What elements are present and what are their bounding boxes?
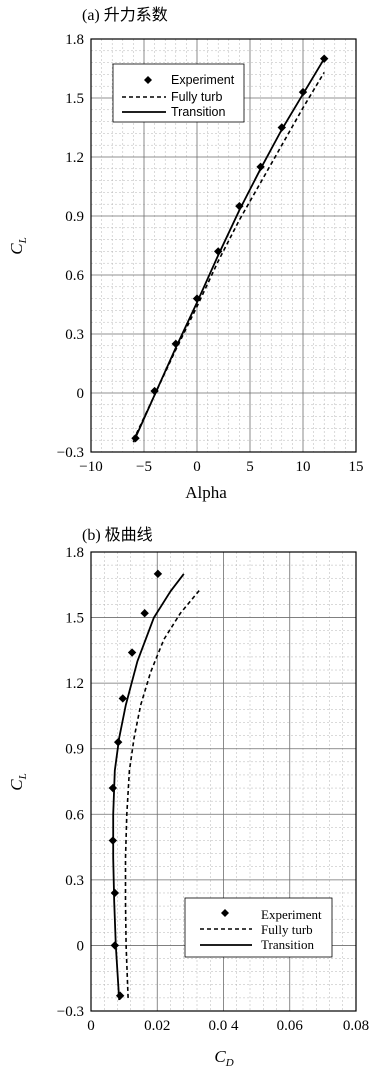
lift-coefficient-chart: (a) 升力系数 −10 −5 0 5 10 15 −0.3 0 0.3 0.6 0.9 1.2 1.5… [7, 6, 364, 502]
chart-a-ylabel: CL [7, 237, 29, 254]
x-tick-label: 15 [349, 459, 364, 475]
y-tick-label: 0.6 [65, 807, 84, 823]
chart-a-legend-transition: Transition [171, 105, 225, 119]
experiment-point [118, 694, 127, 703]
y-tick-label: 0.3 [65, 873, 84, 889]
y-tick-label: 0.9 [65, 742, 84, 758]
svg-text:CL: CL [7, 237, 29, 254]
experiment-point [127, 648, 137, 657]
x-tick-label: 0.0 4 [209, 1018, 240, 1034]
experiment-point [140, 609, 149, 618]
chart-b-title: (b) 极曲线 [82, 526, 153, 544]
transition-line [112, 573, 185, 1001]
x-tick-label: 10 [296, 459, 311, 475]
chart-a-legend: Experiment Fully turb Transition [112, 63, 245, 123]
y-tick-label: 0.6 [65, 268, 84, 284]
x-tick-label: 0.02 [144, 1018, 170, 1034]
chart-b-ylabel-sub: L [17, 773, 29, 780]
chart-a-ylabel-main: C [7, 243, 26, 255]
y-tick-label: 0.9 [65, 209, 84, 225]
y-tick-label: −0.3 [57, 445, 84, 461]
chart-b-xlabel-main: C [214, 1047, 226, 1066]
y-tick-label: 1.2 [65, 676, 84, 692]
x-tick-label: 0.08 [343, 1018, 369, 1034]
chart-a-xlabel: Alpha [185, 483, 227, 502]
chart-b-legend: Experiment Fully turb Transition [184, 897, 333, 958]
chart-b-series [108, 569, 201, 1001]
y-tick-label: 0 [77, 386, 85, 402]
chart-b-ylabel: CL [7, 773, 29, 790]
transition-line [132, 58, 325, 443]
chart-a-frame [90, 38, 357, 453]
x-tick-label: −10 [79, 459, 102, 475]
chart-a-series [131, 54, 329, 443]
chart-b-frame [90, 551, 357, 1012]
x-tick-label: −5 [136, 459, 152, 475]
experiment-point [153, 569, 163, 579]
experiment-point [108, 783, 118, 793]
y-tick-label: −0.3 [57, 1004, 84, 1020]
chart-b-xlabel-sub: D [225, 1057, 234, 1069]
svg-text:CL: CL [7, 773, 29, 790]
experiment-point [110, 941, 120, 950]
chart-b-legend-transition: Transition [261, 937, 314, 952]
y-tick-label: 1.5 [65, 91, 84, 107]
chart-b-xlabel: CD [214, 1047, 233, 1069]
chart-b-legend-diamond-icon [221, 909, 229, 917]
chart-b-legend-box [184, 897, 333, 958]
chart-b-legend-fully-turb: Fully turb [261, 922, 313, 937]
y-tick-label: 0 [77, 938, 85, 954]
chart-a-legend-experiment: Experiment [171, 73, 235, 87]
experiment-point [115, 991, 125, 1000]
x-tick-label: 0 [193, 459, 201, 475]
x-tick-label: 0.06 [277, 1018, 304, 1034]
chart-a-title: (a) 升力系数 [82, 6, 168, 24]
chart-a-ylabel-sub: L [17, 237, 29, 244]
y-tick-label: 1.8 [65, 545, 84, 561]
y-tick-label: 1.2 [65, 150, 84, 166]
chart-b-ylabel-main: C [7, 779, 26, 791]
chart-a-legend-diamond-icon [144, 76, 152, 84]
chart-a-ticks: −10 −5 0 5 10 15 −0.3 0 0.3 0.6 0.9 1.2 1.5 1.8 [57, 32, 364, 475]
svg-text:CD: CD [214, 1047, 233, 1069]
x-tick-label: 5 [246, 459, 254, 475]
chart-a-legend-fully-turb: Fully turb [171, 90, 222, 104]
chart-b-ticks: 0 0.02 0.0 4 0.06 0.08−0.300.30.60.91.21.51.… [57, 545, 369, 1034]
chart-b-legend-experiment: Experiment [261, 907, 322, 922]
y-tick-label: 1.5 [65, 611, 84, 627]
y-tick-label: 0.3 [65, 327, 84, 343]
drag-polar-chart: (b) 极曲线 0 0.02 0.0 4 0.06 0.08−0.300.30.60.9… [7, 526, 369, 1069]
experiment-point [320, 54, 329, 63]
x-tick-label: 0 [87, 1018, 95, 1034]
y-tick-label: 1.8 [65, 32, 84, 48]
fully-turb-line [132, 71, 325, 441]
